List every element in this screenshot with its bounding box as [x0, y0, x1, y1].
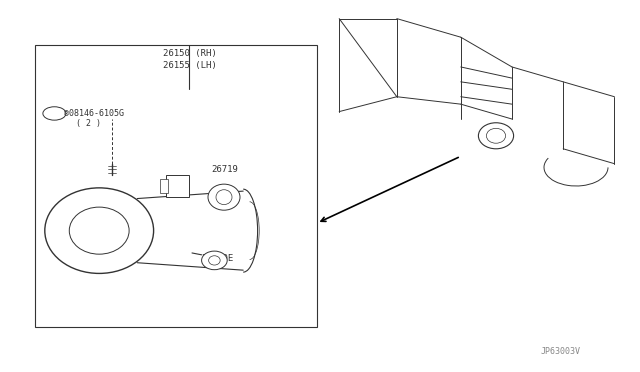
Text: 26719: 26719	[211, 165, 238, 174]
Ellipse shape	[202, 251, 227, 270]
Text: 26155 (LH): 26155 (LH)	[163, 61, 217, 70]
Text: 26150E: 26150E	[202, 254, 234, 263]
Ellipse shape	[208, 184, 240, 210]
Ellipse shape	[479, 123, 514, 149]
Bar	[160, 179, 168, 193]
Text: ( 2 ): ( 2 )	[76, 119, 100, 128]
Text: JP63003V: JP63003V	[541, 347, 581, 356]
Ellipse shape	[209, 256, 220, 265]
Ellipse shape	[69, 207, 129, 254]
Bar	[166, 175, 189, 197]
Text: ®08146-6105G: ®08146-6105G	[64, 109, 124, 118]
Ellipse shape	[45, 188, 154, 273]
Text: 26150 (RH): 26150 (RH)	[163, 49, 217, 58]
Ellipse shape	[216, 190, 232, 205]
Bar	[35, 45, 317, 327]
Ellipse shape	[486, 128, 506, 143]
